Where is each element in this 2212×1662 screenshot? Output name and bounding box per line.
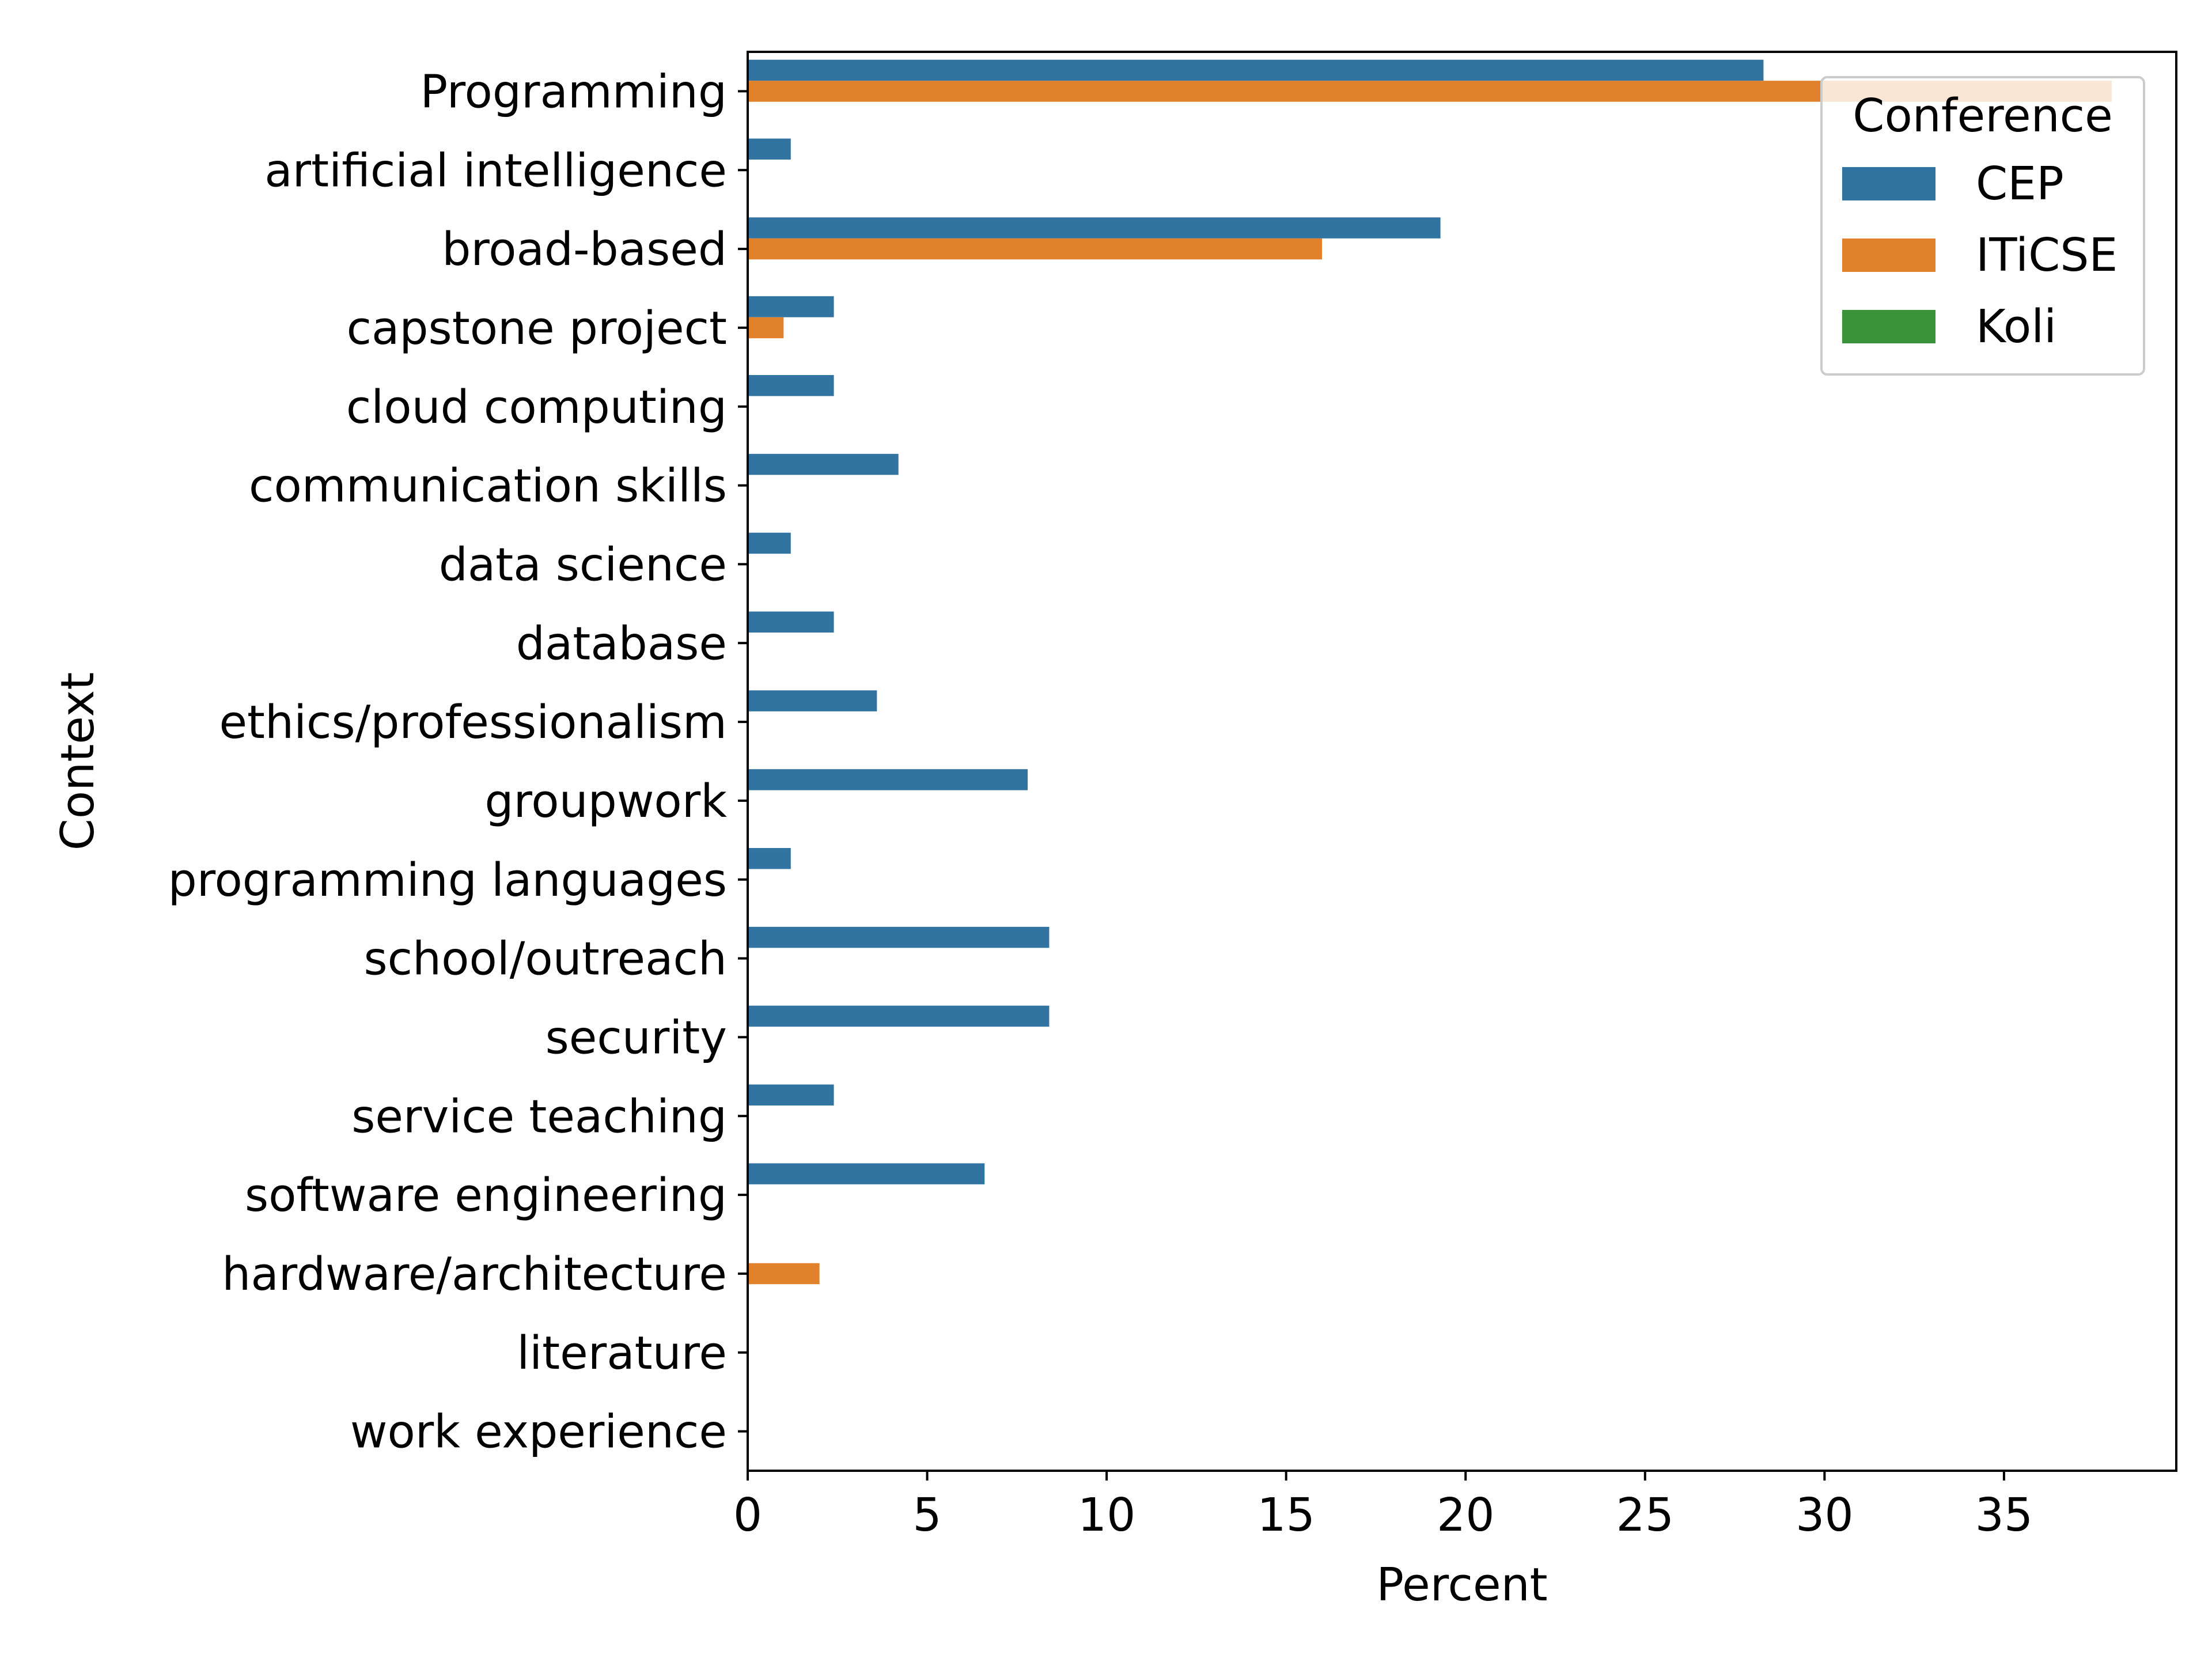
plot-frame	[747, 51, 2177, 1472]
x-tick-label-3: 15	[1257, 1489, 1315, 1542]
y-tick-label-14: software engineering	[245, 1169, 727, 1222]
x-tick-label-7: 35	[1975, 1489, 2033, 1542]
y-tick-label-17: work experience	[350, 1406, 727, 1459]
y-tick-label-12: security	[546, 1011, 727, 1064]
x-tick-label-1: 5	[912, 1489, 941, 1542]
y-axis-label: Context	[51, 672, 104, 850]
y-tick-label-1: artificial intelligence	[264, 144, 727, 197]
x-tick-label-0: 0	[733, 1489, 762, 1542]
legend-label-koli: Koli	[1976, 300, 2056, 353]
legend-swatch-koli	[1842, 310, 1936, 343]
legend-title: Conference	[1853, 89, 2112, 142]
bar-cep-4	[748, 375, 834, 396]
bar-cep-9	[748, 769, 1028, 790]
bar-cep-7	[748, 611, 834, 633]
bar-cep-0	[748, 59, 1764, 81]
bar-cep-8	[748, 690, 877, 711]
y-tick-label-3: capstone project	[347, 302, 727, 355]
bar-cep-3	[748, 296, 834, 317]
bar-iticse-2	[748, 238, 1322, 260]
y-tick-label-8: ethics/professionalism	[219, 696, 727, 749]
x-axis-label: Percent	[1376, 1558, 1547, 1611]
bar-cep-2	[748, 217, 1441, 238]
y-tick-label-9: groupwork	[484, 775, 727, 828]
x-axis: 0 5 10 15 20 25 30 35	[733, 1471, 2033, 1542]
bar-cep-13	[748, 1084, 834, 1106]
y-tick-label-7: database	[516, 617, 727, 670]
bar-cep-1	[748, 138, 791, 160]
x-tick-label-2: 10	[1078, 1489, 1136, 1542]
y-tick-label-5: communication skills	[249, 460, 727, 513]
y-tick-label-11: school/outreach	[363, 933, 727, 986]
x-tick-label-6: 30	[1796, 1489, 1854, 1542]
legend-swatch-iticse	[1842, 238, 1936, 272]
x-tick-label-5: 25	[1616, 1489, 1675, 1542]
bar-iticse-3	[748, 317, 784, 339]
y-tick-label-10: programming languages	[168, 854, 727, 907]
y-axis: Programming artificial intelligence broad-…	[168, 65, 748, 1459]
y-tick-label-6: data science	[439, 538, 727, 591]
y-tick-label-15: hardware/architecture	[222, 1248, 727, 1301]
bar-cep-10	[748, 848, 791, 869]
bar-cep-12	[748, 1005, 1050, 1027]
legend-swatch-cep	[1842, 167, 1936, 200]
bar-iticse-15	[748, 1263, 820, 1285]
legend-label-iticse: ITiCSE	[1976, 229, 2118, 282]
bar-cep-5	[748, 453, 899, 475]
bar-cep-11	[748, 926, 1050, 948]
y-tick-label-4: cloud computing	[346, 381, 727, 434]
legend: Conference CEP ITiCSE Koli	[1820, 76, 2145, 376]
bar-cep-6	[748, 532, 791, 554]
bar-cep-14	[748, 1163, 985, 1184]
legend-label-cep: CEP	[1976, 157, 2064, 210]
y-tick-label-0: Programming	[421, 65, 727, 118]
legend-items: CEP ITiCSE Koli	[1842, 157, 2118, 353]
x-tick-label-4: 20	[1437, 1489, 1495, 1542]
y-tick-label-16: literature	[517, 1327, 727, 1380]
y-tick-label-13: service teaching	[351, 1090, 727, 1143]
y-tick-label-2: broad-based	[442, 223, 727, 276]
legend-box	[1820, 76, 2145, 376]
